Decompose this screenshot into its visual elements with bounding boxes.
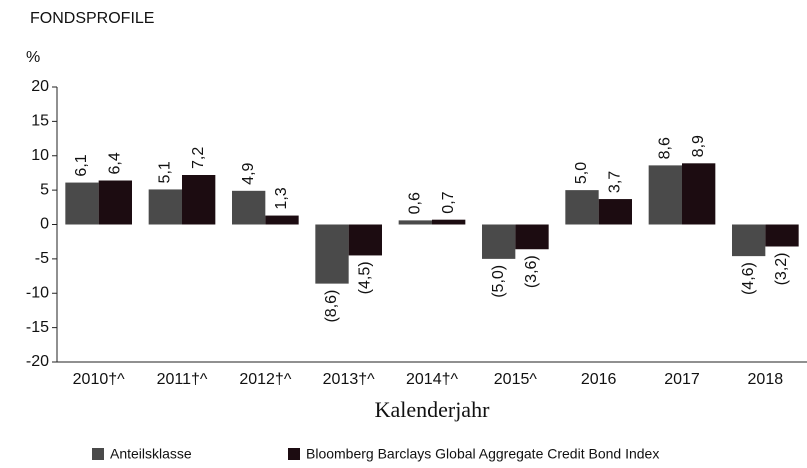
y-axis-label: %	[26, 49, 40, 66]
data-label: (4,6)	[740, 262, 757, 295]
bar	[682, 163, 716, 225]
x-tick-label: 2011†^	[157, 371, 208, 388]
legend-swatch	[92, 448, 104, 460]
data-label: 0,6	[407, 192, 424, 214]
x-tick-label: 2016	[581, 371, 617, 388]
x-tick-label: 2015^	[494, 371, 538, 388]
bar	[398, 220, 432, 225]
x-axis-label: Kalenderjahr	[375, 397, 490, 422]
data-label: (5,0)	[490, 265, 507, 298]
data-label: 0,7	[440, 191, 457, 213]
y-tick-label: 20	[31, 78, 49, 95]
y-tick-label: 10	[31, 147, 49, 164]
x-tick-label: 2018	[748, 371, 784, 388]
bar	[765, 224, 799, 247]
bar	[565, 190, 599, 225]
data-label: (4,5)	[357, 261, 374, 294]
bar	[148, 189, 182, 225]
bar	[348, 224, 382, 256]
data-label: (3,6)	[523, 255, 540, 288]
bar	[65, 182, 99, 225]
bar	[482, 224, 516, 259]
bar	[432, 219, 466, 225]
data-label: 4,9	[240, 162, 257, 184]
data-label: 6,1	[73, 154, 90, 176]
data-label: 5,0	[573, 162, 590, 184]
y-tick-label: -15	[26, 319, 49, 336]
y-tick-label: 5	[40, 181, 49, 198]
bar	[232, 190, 266, 225]
y-tick-label: -5	[35, 250, 49, 267]
bar	[98, 180, 132, 225]
bar	[598, 199, 632, 225]
bar	[182, 175, 216, 225]
legend-label: Anteilsklasse	[110, 446, 192, 462]
x-tick-label: 2012†^	[239, 371, 291, 388]
bar	[648, 165, 682, 225]
data-label: (8,6)	[323, 290, 340, 323]
bar	[732, 224, 766, 257]
y-tick-label: -20	[26, 353, 49, 370]
data-label: 8,9	[690, 135, 707, 157]
x-tick-label: 2013†^	[323, 371, 375, 388]
bar	[515, 224, 549, 250]
data-label: 3,7	[607, 171, 624, 193]
x-tick-label: 2014†^	[406, 371, 458, 388]
legend-swatch	[288, 448, 300, 460]
data-label: 5,1	[157, 161, 174, 183]
y-tick-label: 0	[40, 216, 49, 233]
y-tick-label: 15	[31, 113, 49, 130]
bar	[265, 215, 299, 225]
data-label: 7,2	[190, 147, 207, 169]
y-tick-label: -10	[26, 284, 49, 301]
data-label: 1,3	[273, 187, 290, 209]
data-label: (3,2)	[773, 253, 790, 286]
data-label: 6,4	[107, 152, 124, 174]
x-tick-label: 2010†^	[73, 371, 125, 388]
x-tick-label: 2017	[664, 371, 700, 388]
legend-label: Bloomberg Barclays Global Aggregate Cred…	[306, 446, 659, 462]
data-label: 8,6	[657, 137, 674, 159]
bar	[315, 224, 349, 284]
chart-title: FONDSPROFILE	[30, 10, 154, 27]
